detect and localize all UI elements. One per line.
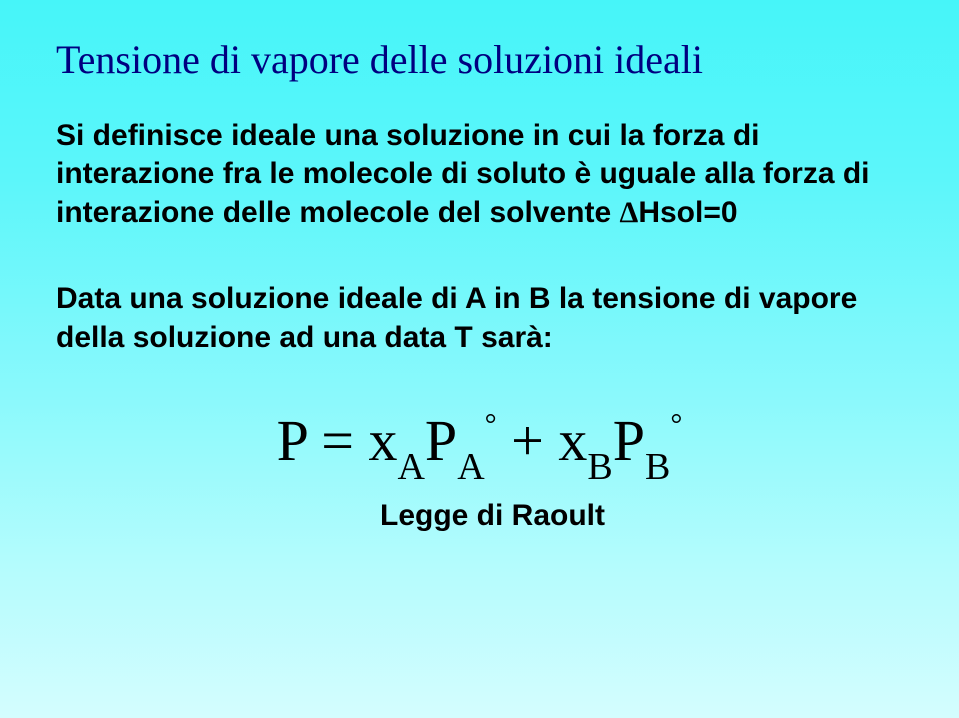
formula-subB1: B — [587, 446, 612, 488]
formula-subA1: A — [397, 446, 424, 488]
delta-symbol: Δ — [620, 196, 639, 229]
slide: Tensione di vapore delle soluzioni ideal… — [0, 0, 959, 533]
formula-subB2: B — [645, 446, 670, 488]
paragraph-definition-prefix: Si definisce ideale una soluzione in cui… — [56, 119, 870, 229]
formula-subA2: A — [457, 446, 484, 488]
raoult-formula: P = xAPA° + xBPB° — [277, 408, 683, 473]
formula-caption: Legge di Raoult — [82, 499, 903, 533]
formula-container: P = xAPA° + xBPB° — [56, 407, 903, 483]
formula-sup2: ° — [670, 408, 682, 441]
formula-P1: P — [425, 408, 457, 473]
formula-eq: = — [307, 408, 369, 473]
paragraph-statement: Data una soluzione ideale di A in B la t… — [56, 280, 903, 357]
formula-x1: x — [368, 408, 397, 473]
formula-P2: P — [613, 408, 645, 473]
formula-plus: + — [497, 408, 559, 473]
slide-title: Tensione di vapore delle soluzioni ideal… — [56, 36, 903, 83]
formula-sup1: ° — [485, 408, 497, 441]
paragraph-definition: Si definisce ideale una soluzione in cui… — [56, 117, 903, 232]
formula-x2: x — [558, 408, 587, 473]
paragraph-definition-suffix: Hsol=0 — [638, 196, 737, 229]
formula-P: P — [277, 408, 307, 473]
